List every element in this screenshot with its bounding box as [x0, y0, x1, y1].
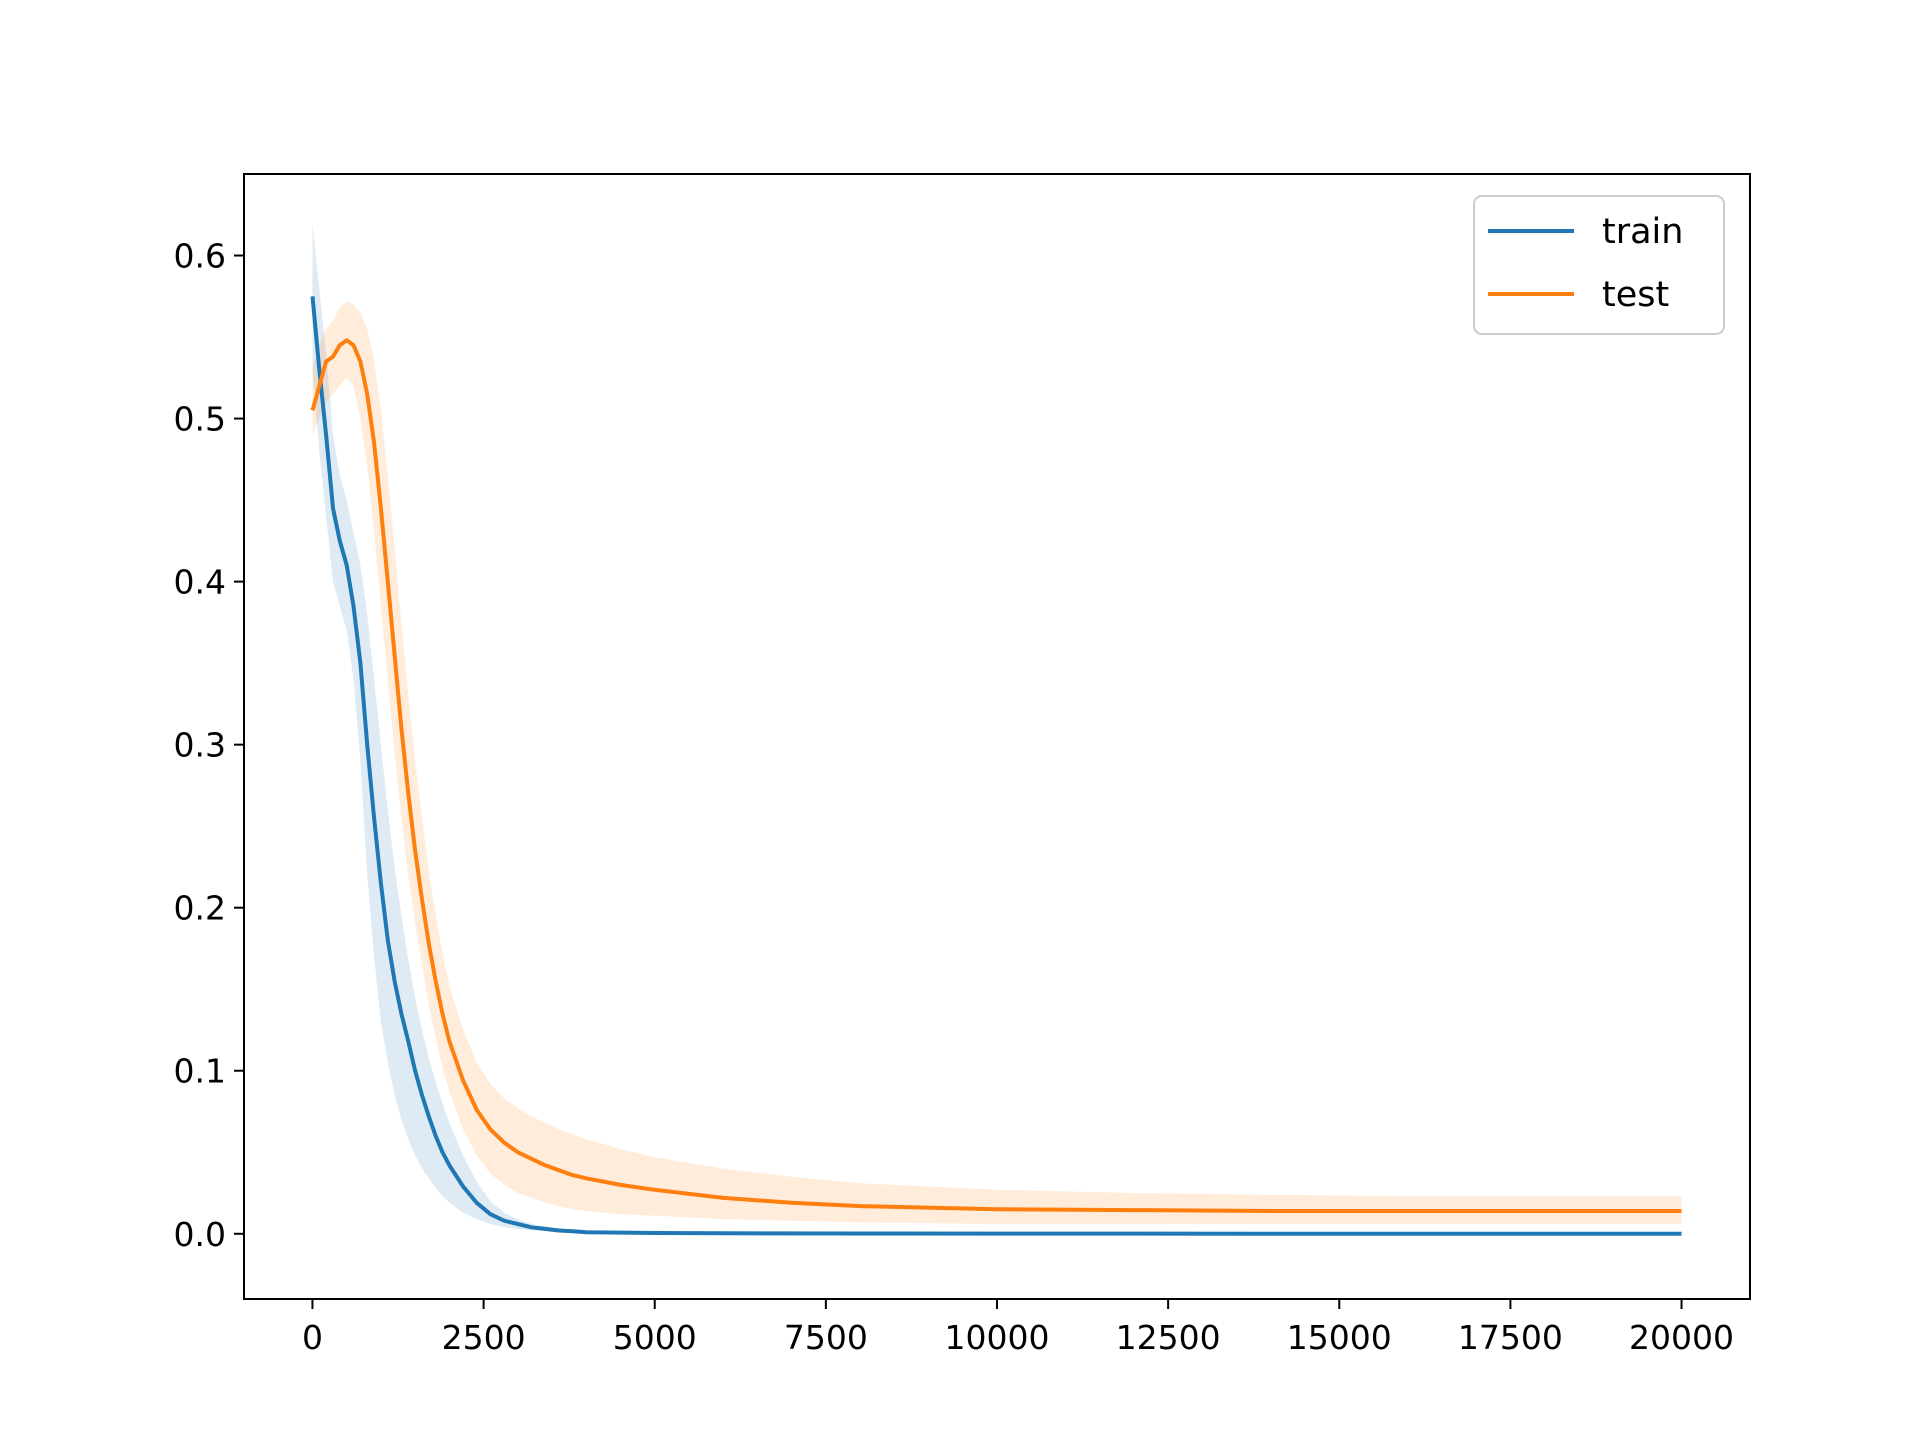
x-tick-label: 12500: [1116, 1318, 1221, 1357]
x-tick-label: 20000: [1629, 1318, 1734, 1357]
legend-label-train: train: [1602, 212, 1683, 252]
x-tick-label: 5000: [613, 1318, 697, 1357]
y-axis-ticks: 0.0 0.1 0.2 0.3 0.4 0.5 0.6: [174, 237, 244, 1254]
y-tick-label: 0.6: [174, 237, 226, 276]
y-tick-label: 0.0: [174, 1215, 226, 1254]
x-axis-ticks: 0 2500 5000 7500 10000 12500 15000 17500 20000: [302, 1299, 1734, 1357]
y-tick-label: 0.5: [174, 400, 226, 439]
x-tick-label: 2500: [442, 1318, 526, 1357]
y-tick-label: 0.3: [174, 726, 226, 765]
confidence-bands: [312, 222, 1682, 1234]
band-train: [312, 222, 1682, 1234]
x-tick-label: 7500: [784, 1318, 868, 1357]
x-tick-label: 10000: [945, 1318, 1050, 1357]
x-tick-label: 0: [302, 1318, 323, 1357]
series-lines: [310, 296, 1682, 1236]
legend-label-test: test: [1602, 275, 1669, 315]
y-tick-label: 0.2: [174, 889, 226, 928]
x-tick-label: 17500: [1458, 1318, 1563, 1357]
x-tick-label: 15000: [1287, 1318, 1392, 1357]
legend-box: [1473, 195, 1725, 335]
y-tick-label: 0.4: [174, 563, 226, 602]
line-test: [310, 338, 1682, 1213]
line-train: [310, 296, 1682, 1236]
y-tick-label: 0.1: [174, 1052, 226, 1091]
legend: train test: [1473, 195, 1725, 335]
